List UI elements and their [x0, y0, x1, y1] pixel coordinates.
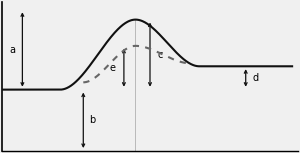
Text: e: e — [109, 63, 115, 73]
Text: c: c — [157, 50, 163, 60]
Text: b: b — [89, 115, 95, 125]
Text: a: a — [9, 45, 15, 54]
Text: d: d — [253, 73, 259, 83]
